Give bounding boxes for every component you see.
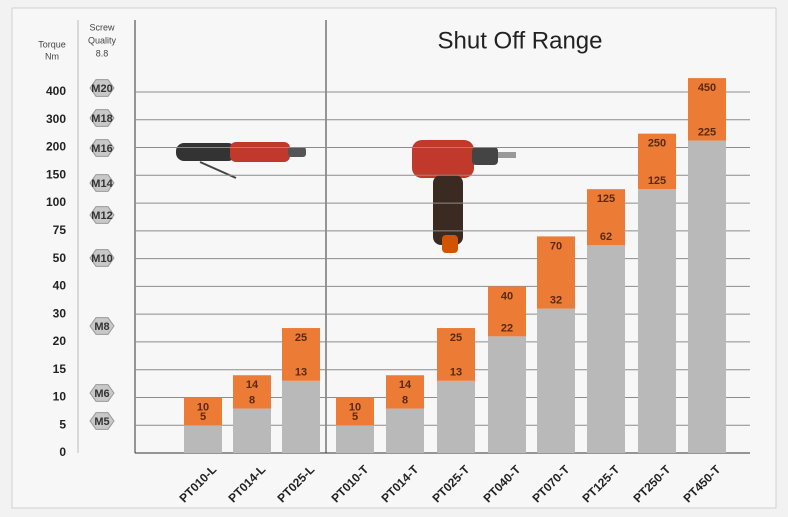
value-label: 5 bbox=[352, 411, 358, 423]
value-label: 70 bbox=[550, 240, 562, 252]
screw-label: M20 bbox=[91, 83, 112, 95]
base-bar bbox=[587, 245, 625, 453]
y-axis-label: Nm bbox=[45, 51, 59, 61]
base-bar bbox=[688, 141, 726, 453]
base-bar bbox=[638, 189, 676, 453]
value-label: 25 bbox=[295, 332, 307, 344]
y-tick-label: 100 bbox=[46, 195, 66, 209]
value-label: 450 bbox=[698, 82, 716, 94]
screw-label: Quality bbox=[88, 35, 117, 45]
y-tick-label: 40 bbox=[53, 279, 67, 293]
base-bar bbox=[282, 381, 320, 453]
screw-label: M14 bbox=[91, 178, 113, 190]
value-label: 62 bbox=[600, 231, 612, 243]
base-bar bbox=[386, 409, 424, 453]
y-tick-label: 0 bbox=[59, 445, 66, 459]
value-label: 5 bbox=[200, 411, 206, 423]
value-label: 13 bbox=[295, 367, 307, 379]
y-tick-label: 50 bbox=[53, 251, 67, 265]
value-label: 225 bbox=[698, 127, 716, 139]
value-label: 22 bbox=[501, 322, 513, 334]
value-label: 8 bbox=[249, 394, 255, 406]
value-label: 14 bbox=[246, 379, 259, 391]
value-label: 14 bbox=[399, 379, 412, 391]
base-bar bbox=[184, 425, 222, 453]
value-label: 250 bbox=[648, 138, 666, 150]
value-label: 125 bbox=[597, 193, 615, 205]
y-tick-label: 150 bbox=[46, 167, 66, 181]
y-tick-label: 75 bbox=[53, 223, 67, 237]
value-label: 125 bbox=[648, 175, 666, 187]
y-axis-label: Torque bbox=[38, 39, 66, 49]
value-label: 8 bbox=[402, 394, 408, 406]
value-label: 25 bbox=[450, 332, 462, 344]
screw-label: M5 bbox=[94, 416, 109, 428]
y-tick-label: 300 bbox=[46, 112, 66, 126]
screw-label: M18 bbox=[91, 113, 112, 125]
base-bar bbox=[437, 381, 475, 453]
y-tick-label: 20 bbox=[53, 334, 67, 348]
base-bar bbox=[233, 409, 271, 453]
screw-label: M16 bbox=[91, 143, 112, 155]
chart-title: Shut Off Range bbox=[438, 27, 603, 54]
chart: Shut Off Range Torque Nm Screw Quality 8… bbox=[0, 0, 788, 517]
base-bar bbox=[336, 425, 374, 453]
value-label: 32 bbox=[550, 295, 562, 307]
y-tick-label: 15 bbox=[53, 362, 67, 376]
value-label: 13 bbox=[450, 367, 462, 379]
y-tick-label: 30 bbox=[53, 306, 67, 320]
screw-label: M6 bbox=[94, 388, 109, 400]
base-bar bbox=[488, 336, 526, 453]
y-tick-label: 200 bbox=[46, 140, 66, 154]
screw-label: M12 bbox=[91, 210, 112, 222]
screw-label: Screw bbox=[89, 22, 115, 32]
value-label: 40 bbox=[501, 290, 513, 302]
y-tick-label: 10 bbox=[53, 390, 67, 404]
screw-label: M8 bbox=[94, 321, 109, 333]
screw-label: M10 bbox=[91, 253, 112, 265]
screw-label: 8.8 bbox=[96, 48, 109, 58]
y-tick-label: 400 bbox=[46, 84, 66, 98]
base-bar bbox=[537, 309, 575, 453]
y-tick-label: 5 bbox=[59, 417, 66, 431]
